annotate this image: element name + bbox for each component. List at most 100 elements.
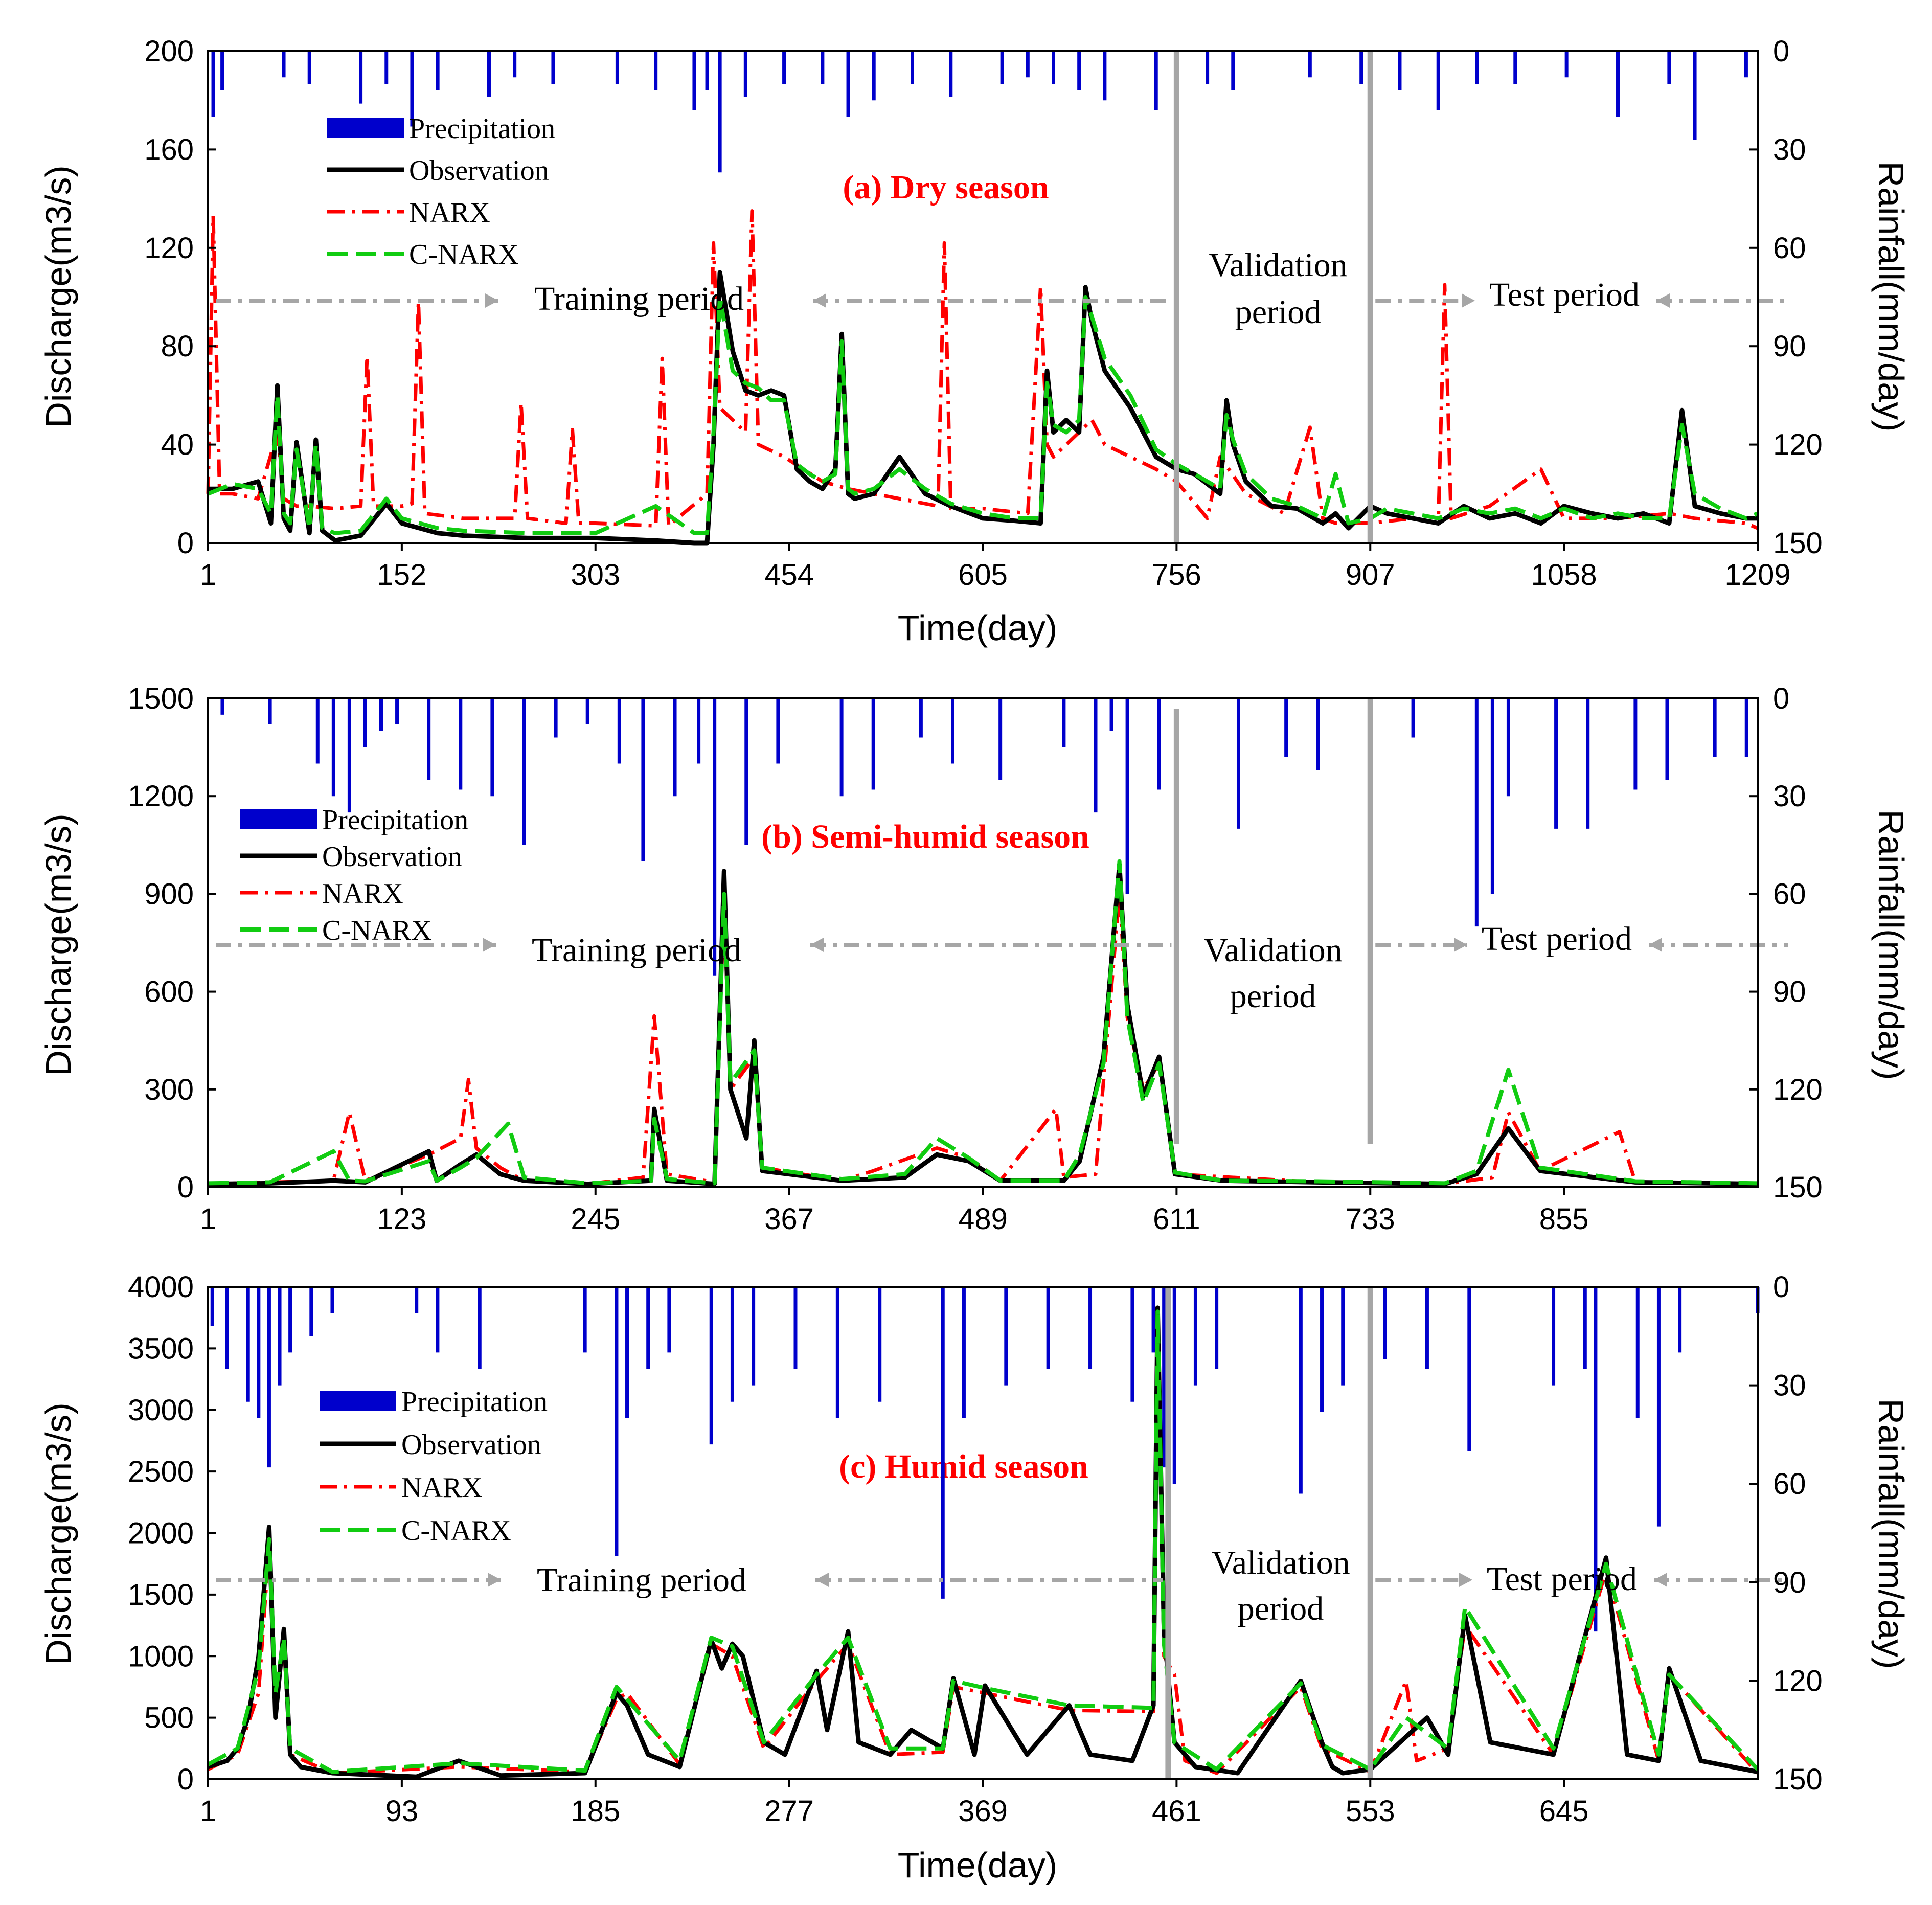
y-right-tick-label: 120 [1773, 428, 1823, 462]
y-left-tick-label: 1200 [128, 780, 194, 813]
y-right-tick-label: 30 [1773, 133, 1806, 166]
x-tick-label: 303 [571, 558, 620, 592]
x-tick-label: 1209 [1724, 558, 1790, 592]
y-right-tick-label: 30 [1773, 780, 1806, 813]
y-left-tick-label: 4000 [128, 1271, 194, 1304]
y-left-tick-label: 1000 [128, 1640, 194, 1673]
panel-title: (b) Semi-humid season [761, 818, 1089, 855]
x-tick-label: 152 [377, 558, 426, 592]
x-tick-label: 645 [1539, 1795, 1589, 1828]
y-right-tick-label: 90 [1773, 976, 1806, 1009]
y-right-tick-label: 120 [1773, 1073, 1823, 1106]
validation-period-label: period [1230, 978, 1316, 1015]
legend: Precipitation Observation NARX C-NARX [240, 804, 468, 946]
training-period-label: Training period [534, 280, 744, 318]
x-tick-label: 1 [200, 1795, 216, 1828]
y-right-title: Rainfall(mm/day) [1871, 1399, 1911, 1669]
y-left-tick-label: 900 [144, 877, 194, 911]
y-left-tick-label: 120 [144, 232, 194, 265]
validation-period-label: Validation [1203, 932, 1342, 969]
period-arrow-head [1454, 938, 1467, 952]
period-arrow-head [1462, 293, 1475, 308]
legend-label: Precipitation [401, 1386, 548, 1418]
y-left-tick-label: 2000 [128, 1517, 194, 1550]
legend-label: C-NARX [322, 915, 432, 946]
x-tick-label: 185 [571, 1795, 620, 1828]
y-right-tick-label: 30 [1773, 1369, 1806, 1402]
x-tick-label: 367 [764, 1203, 814, 1236]
legend-label: C-NARX [401, 1515, 511, 1547]
x-tick-label: 611 [1153, 1203, 1200, 1236]
y-right-tick-label: 150 [1773, 527, 1823, 560]
y-right-tick-label: 0 [1773, 682, 1789, 715]
y-right-tick-label: 0 [1773, 35, 1789, 68]
cnarx-series-line [208, 859, 1758, 1186]
training-period-label: Training period [532, 932, 741, 969]
x-axis-title: Time(day) [898, 1845, 1057, 1885]
legend-label: Observation [409, 155, 549, 187]
y-left-title: Discharge(m3/s) [38, 165, 78, 427]
y-right-tick-label: 60 [1773, 877, 1806, 911]
legend-label: NARX [322, 878, 403, 910]
y-right-tick-label: 150 [1773, 1763, 1823, 1796]
cnarx-series-line [207, 1309, 1759, 1774]
period-arrow-head [485, 293, 498, 308]
test-period-label: Test period [1489, 276, 1640, 313]
y-left-tick-label: 80 [161, 330, 194, 363]
y-left-tick-label: 300 [144, 1073, 194, 1106]
legend-swatch-precipitation [320, 1391, 396, 1411]
panel-title: (c) Humid season [839, 1448, 1088, 1485]
period-arrow-head [813, 293, 826, 308]
x-tick-label: 907 [1346, 558, 1395, 592]
x-tick-label: 369 [958, 1795, 1008, 1828]
y-left-tick-label: 1500 [128, 682, 194, 715]
y-left-title: Discharge(m3/s) [38, 813, 78, 1076]
y-left-tick-label: 0 [177, 527, 194, 560]
y-left-tick-label: 3000 [128, 1394, 194, 1427]
y-left-tick-label: 600 [144, 976, 194, 1009]
x-tick-label: 93 [385, 1795, 419, 1828]
period-arrow-head [815, 1573, 829, 1587]
period-arrow-head [1656, 293, 1670, 308]
training-period-label: Training period [537, 1561, 746, 1599]
y-left-tick-label: 40 [161, 428, 194, 462]
x-tick-label: 277 [764, 1795, 814, 1828]
y-left-tick-label: 0 [177, 1763, 194, 1796]
y-left-tick-label: 2500 [128, 1455, 194, 1488]
legend-swatch-precipitation [240, 809, 317, 829]
period-arrow-head [483, 938, 496, 952]
x-tick-label: 489 [958, 1203, 1008, 1236]
test-period-label: Test period [1482, 920, 1632, 958]
precipitation-series [211, 51, 1748, 173]
y-right-tick-label: 120 [1773, 1664, 1823, 1697]
legend-label: Precipitation [322, 804, 468, 836]
test-period-label: Test period [1487, 1560, 1637, 1598]
period-arrow-head [810, 938, 824, 952]
x-tick-label: 1 [200, 1203, 216, 1236]
legend-label: C-NARX [409, 239, 519, 270]
period-arrow-head [1459, 1573, 1472, 1587]
y-right-tick-label: 0 [1773, 1271, 1789, 1304]
legend: Precipitation Observation NARX C-NARX [320, 1386, 548, 1547]
y-left-tick-label: 0 [177, 1171, 194, 1204]
y-left-title: Discharge(m3/s) [38, 1402, 78, 1665]
x-tick-label: 454 [764, 558, 814, 592]
period-arrow-head [1654, 1573, 1667, 1587]
x-tick-label: 123 [377, 1203, 426, 1236]
x-tick-label: 733 [1346, 1203, 1395, 1236]
x-tick-label: 756 [1152, 558, 1201, 592]
x-tick-label: 461 [1152, 1795, 1201, 1828]
legend-label: Observation [401, 1429, 541, 1461]
validation-period-label: Validation [1209, 246, 1347, 284]
x-tick-label: 605 [958, 558, 1008, 592]
panel-semi-humid-season: Discharge(m3/s) Rainfall(mm/day) (b) Sem… [38, 682, 1911, 1236]
y-left-tick-label: 3500 [128, 1332, 194, 1365]
x-axis-title: Time(day) [898, 608, 1057, 648]
y-right-tick-label: 60 [1773, 1467, 1806, 1501]
y-right-tick-label: 90 [1773, 330, 1806, 363]
x-tick-label: 855 [1539, 1203, 1589, 1236]
y-right-title: Rainfall(mm/day) [1871, 162, 1911, 432]
legend: Precipitation Observation NARX C-NARX [327, 113, 555, 270]
